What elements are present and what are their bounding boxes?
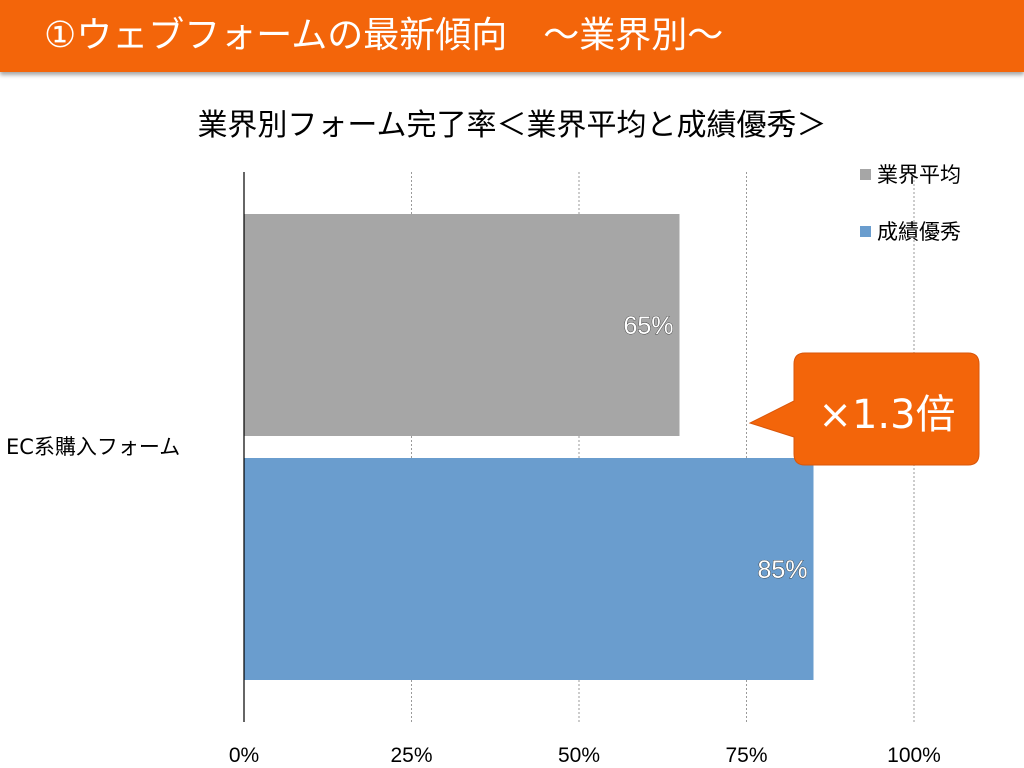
legend-swatch-average <box>860 169 871 180</box>
data-label-average: 65% <box>623 312 673 340</box>
x-tick-label-0: 0% <box>229 744 259 767</box>
legend-label-average: 業界平均 <box>877 163 961 187</box>
data-label-excellent: 85% <box>757 556 807 584</box>
legend-item-excellent: 成績優秀 <box>860 217 961 247</box>
legend-swatch-excellent <box>860 226 871 237</box>
category-label: EC系購入フォーム <box>6 435 181 459</box>
legend-item-average: 業界平均 <box>860 160 961 190</box>
x-tick-label-100: 100% <box>887 744 941 767</box>
title-bar: ①ウェブフォームの最新傾向 ～業界別～ <box>0 0 1024 72</box>
callout-text: ×1.3倍 <box>818 392 956 438</box>
legend-label-excellent: 成績優秀 <box>877 220 961 244</box>
x-tick-label-25: 25% <box>390 744 432 767</box>
chart-title: 業界別フォーム完了率＜業界平均と成績優秀＞ <box>197 108 827 143</box>
x-tick-label-75: 75% <box>725 744 767 767</box>
slide-title: ①ウェブフォームの最新傾向 ～業界別～ <box>44 15 724 56</box>
bar-excellent <box>244 458 814 680</box>
bar-average <box>244 214 680 436</box>
x-tick-label-50: 50% <box>558 744 600 767</box>
callout-bubble <box>748 352 980 466</box>
